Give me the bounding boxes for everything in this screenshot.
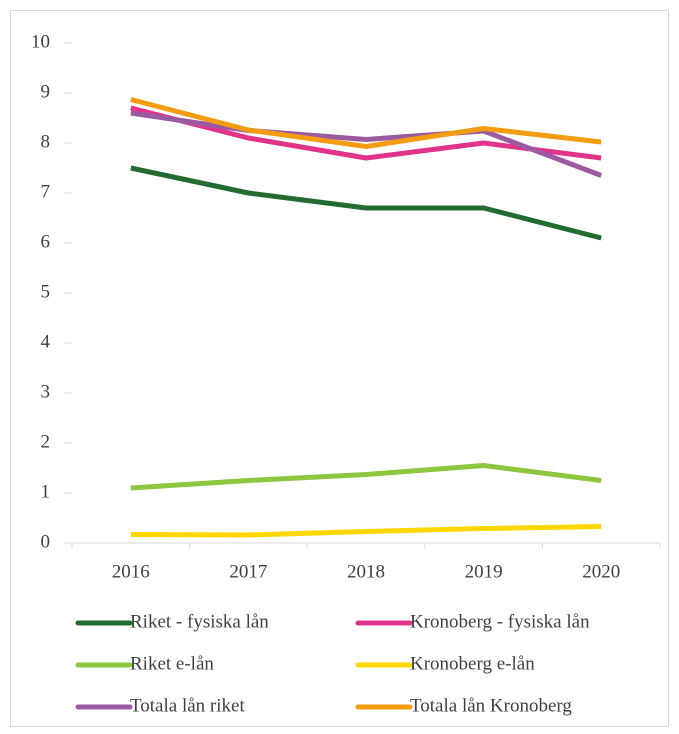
y-tick-label: 4 xyxy=(41,331,51,352)
x-tick-label: 2018 xyxy=(347,561,385,582)
y-tick-label: 7 xyxy=(41,181,51,202)
legend-label: Kronoberg - fysiska lån xyxy=(410,611,590,632)
series-line xyxy=(130,97,602,149)
series-line xyxy=(130,463,602,491)
y-tick-label: 6 xyxy=(41,231,51,252)
series-line xyxy=(130,524,602,538)
chart-border xyxy=(10,10,669,727)
y-tick-label: 2 xyxy=(41,431,51,452)
y-tick-label: 10 xyxy=(31,31,50,52)
legend-label: Totala lån Kronoberg xyxy=(410,695,572,716)
y-tick-label: 1 xyxy=(41,481,51,502)
y-tick-label: 0 xyxy=(41,531,51,552)
x-tick-label: 2017 xyxy=(229,561,267,582)
legend-label: Riket e-lån xyxy=(130,653,214,674)
y-tick-label: 5 xyxy=(41,281,51,302)
series-line xyxy=(130,165,602,241)
x-tick-label: 2019 xyxy=(465,561,503,582)
x-tick-label: 2016 xyxy=(112,561,150,582)
y-tick-label: 8 xyxy=(41,131,51,152)
y-tick-label: 9 xyxy=(41,81,51,102)
legend-label: Totala lån riket xyxy=(130,695,245,716)
x-tick-label: 2020 xyxy=(582,561,620,582)
legend-label: Riket - fysiska lån xyxy=(130,611,269,632)
legend-label: Kronoberg e-lån xyxy=(410,653,535,674)
y-tick-label: 3 xyxy=(41,381,51,402)
series-line xyxy=(130,110,603,178)
